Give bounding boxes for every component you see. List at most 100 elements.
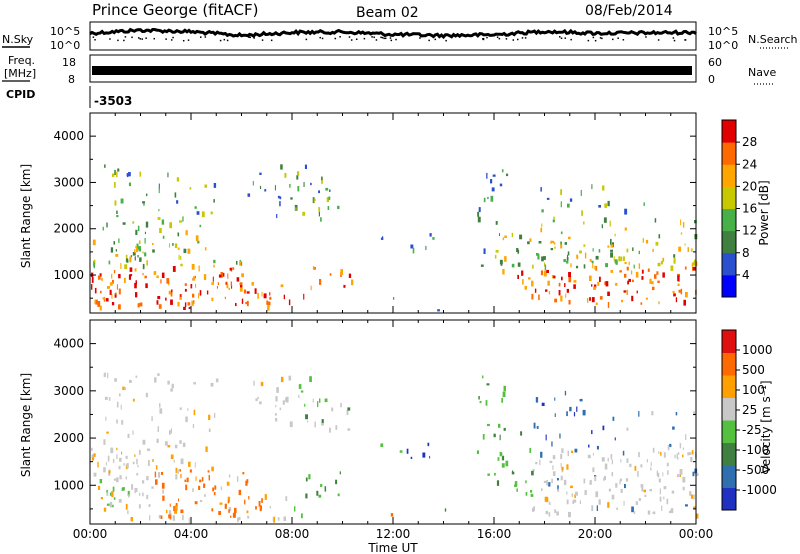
echo-point (576, 254, 578, 259)
echo-point (119, 393, 121, 397)
echo-point (148, 504, 151, 507)
echo-point (645, 297, 648, 300)
echo-point (521, 270, 524, 276)
echo-point (511, 232, 513, 238)
echo-point (511, 471, 515, 475)
echo-point (691, 450, 694, 455)
echo-point (160, 515, 163, 519)
echo-point (157, 373, 160, 377)
noise-search-dot (355, 38, 358, 41)
echo-point (98, 485, 101, 490)
noise-search-dot (599, 37, 602, 39)
echo-point (142, 439, 146, 445)
echo-point (152, 243, 154, 246)
echo-point (132, 461, 135, 465)
echo-point (321, 179, 323, 184)
echo-point (595, 255, 599, 260)
echo-point (604, 203, 608, 208)
echo-point (93, 453, 96, 457)
echo-point (137, 464, 139, 468)
echo-point (135, 245, 138, 249)
echo-point (666, 498, 669, 505)
echo-point (135, 375, 138, 378)
colorbar-segment (722, 208, 736, 232)
echo-point (320, 484, 323, 487)
echo-point (91, 455, 95, 461)
freq-right-tick-bottom: 0 (708, 73, 715, 86)
y-tick-label: 2000 (53, 222, 84, 236)
echo-point (543, 270, 547, 277)
echo-point (619, 270, 622, 273)
echo-point (649, 489, 652, 492)
echo-point (567, 254, 568, 260)
echo-point (594, 284, 597, 288)
echo-point (576, 406, 578, 412)
echo-point (111, 294, 113, 299)
echo-point (583, 221, 585, 225)
echo-point (184, 479, 187, 482)
echo-point (179, 440, 182, 444)
x-tick-label: 12:00 (376, 527, 411, 541)
echo-point (211, 297, 214, 302)
echo-point (504, 235, 507, 238)
echo-point (260, 381, 264, 387)
echo-point (132, 398, 135, 402)
echo-point (596, 505, 598, 511)
echo-point (246, 510, 249, 514)
echo-point (154, 471, 157, 478)
echo-point (490, 179, 493, 184)
echo-point (326, 197, 329, 203)
echo-point (172, 515, 176, 521)
noise-search-dot (141, 38, 144, 40)
echo-point (295, 207, 297, 210)
echo-point (116, 477, 119, 483)
echo-point (130, 255, 133, 258)
echo-point (199, 500, 203, 503)
echo-point (520, 431, 523, 436)
echo-point (532, 507, 535, 512)
echo-point (261, 498, 263, 503)
echo-point (536, 426, 539, 429)
echo-point (573, 412, 576, 417)
echo-point (155, 465, 158, 470)
echo-point (661, 505, 663, 511)
echo-point (120, 404, 122, 410)
echo-point (134, 249, 136, 253)
echo-point (685, 504, 688, 507)
echo-point (120, 263, 122, 269)
noise-search-dot (200, 36, 202, 38)
echo-point (561, 276, 563, 281)
echo-point (584, 252, 587, 259)
echo-point (582, 409, 586, 416)
echo-point (106, 222, 108, 228)
echo-point (684, 266, 687, 270)
echo-point (98, 275, 101, 280)
echo-point (530, 493, 534, 497)
echo-point (607, 502, 610, 508)
echo-point (495, 221, 498, 225)
echo-point (261, 291, 263, 297)
echo-point (318, 494, 322, 498)
echo-point (290, 197, 293, 200)
echo-point (171, 428, 172, 434)
echo-point (105, 416, 107, 421)
echo-point (692, 471, 695, 477)
echo-point (166, 278, 170, 284)
echo-point (541, 402, 545, 406)
echo-point (550, 240, 552, 244)
echo-point (554, 246, 556, 249)
echo-point (116, 447, 118, 451)
echo-point (552, 455, 556, 460)
echo-point (102, 297, 106, 300)
echo-point (226, 283, 229, 289)
echo-point (505, 460, 509, 464)
echo-point (689, 491, 692, 496)
echo-point (129, 267, 133, 272)
echo-point (605, 263, 608, 268)
echo-point (191, 264, 195, 270)
echo-point (225, 282, 227, 285)
echo-point (544, 496, 548, 502)
echo-point (638, 452, 640, 458)
echo-point (169, 513, 172, 520)
echo-point (254, 288, 257, 294)
